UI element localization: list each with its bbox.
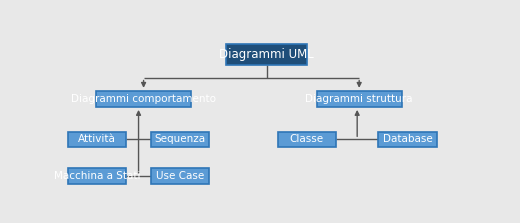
FancyBboxPatch shape bbox=[151, 168, 209, 184]
FancyBboxPatch shape bbox=[68, 132, 126, 147]
Text: Diagrammi UML: Diagrammi UML bbox=[219, 48, 314, 61]
Text: Use Case: Use Case bbox=[155, 171, 204, 181]
FancyBboxPatch shape bbox=[317, 91, 401, 107]
FancyBboxPatch shape bbox=[226, 44, 307, 64]
Text: Database: Database bbox=[383, 134, 433, 144]
Text: Diagrammi comportamento: Diagrammi comportamento bbox=[71, 94, 216, 104]
Text: Macchina a Stati: Macchina a Stati bbox=[54, 171, 140, 181]
FancyBboxPatch shape bbox=[278, 132, 336, 147]
FancyBboxPatch shape bbox=[379, 132, 437, 147]
Text: Classe: Classe bbox=[290, 134, 324, 144]
Text: Attività: Attività bbox=[79, 134, 116, 144]
FancyBboxPatch shape bbox=[68, 168, 126, 184]
FancyBboxPatch shape bbox=[96, 91, 191, 107]
FancyBboxPatch shape bbox=[151, 132, 209, 147]
Text: Diagrammi struttura: Diagrammi struttura bbox=[305, 94, 413, 104]
Text: Sequenza: Sequenza bbox=[154, 134, 205, 144]
